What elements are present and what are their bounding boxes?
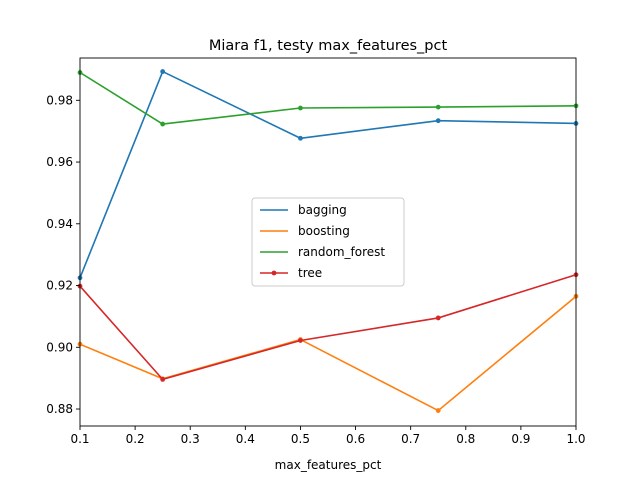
axes-frame — [79, 57, 577, 427]
y-tick-label: 0.96 — [46, 155, 73, 169]
legend-label-tree: tree — [298, 266, 322, 280]
x-tick-label: 0.4 — [236, 432, 255, 446]
data-point-tree — [435, 315, 441, 321]
data-point-random-forest — [298, 105, 303, 111]
x-tick-label: 0.2 — [126, 432, 145, 446]
x-tick-label: 0.6 — [346, 432, 365, 446]
chart-title: Miara f1, testy max_features_pct — [209, 38, 448, 54]
x-tick-label: 0.7 — [401, 432, 420, 446]
x-axis-title: max_features_pct — [275, 458, 382, 472]
axes: 0.1 0.2 0.3 0.4 0.5 0.6 0.7 0.8 0.9 1.0 0.88 0.90 0.… — [46, 57, 586, 446]
data-point-random-forest — [160, 121, 166, 127]
data-point-random-forest — [435, 104, 441, 110]
x-tick-label: 0.8 — [456, 432, 475, 446]
data-point-bagging — [435, 118, 441, 124]
data-point-bagging — [160, 69, 166, 74]
legend-label-bagging: bagging — [298, 203, 347, 217]
x-tick-label: 0.1 — [70, 432, 89, 446]
x-tick-label: 0.5 — [291, 432, 310, 446]
data-point-tree — [160, 376, 166, 382]
legend-label-boosting: boosting — [298, 224, 350, 238]
y-tick-label: 0.98 — [46, 93, 73, 107]
legend-label-random-forest: random_forest — [298, 245, 385, 259]
y-tick-label: 0.92 — [46, 279, 73, 293]
y-tick-label: 0.94 — [46, 217, 73, 231]
data-point-boosting — [435, 408, 441, 413]
data-point-tree — [298, 338, 303, 343]
y-tick-label: 0.88 — [46, 402, 73, 416]
y-tick-label: 0.90 — [46, 340, 73, 354]
x-tick-label: 1.0 — [566, 432, 585, 446]
legend-box — [251, 197, 405, 287]
data-point-bagging — [298, 135, 303, 141]
legend-marker-tree — [271, 270, 277, 276]
x-tick-label: 0.9 — [511, 432, 530, 446]
x-tick-label: 0.3 — [181, 432, 200, 446]
